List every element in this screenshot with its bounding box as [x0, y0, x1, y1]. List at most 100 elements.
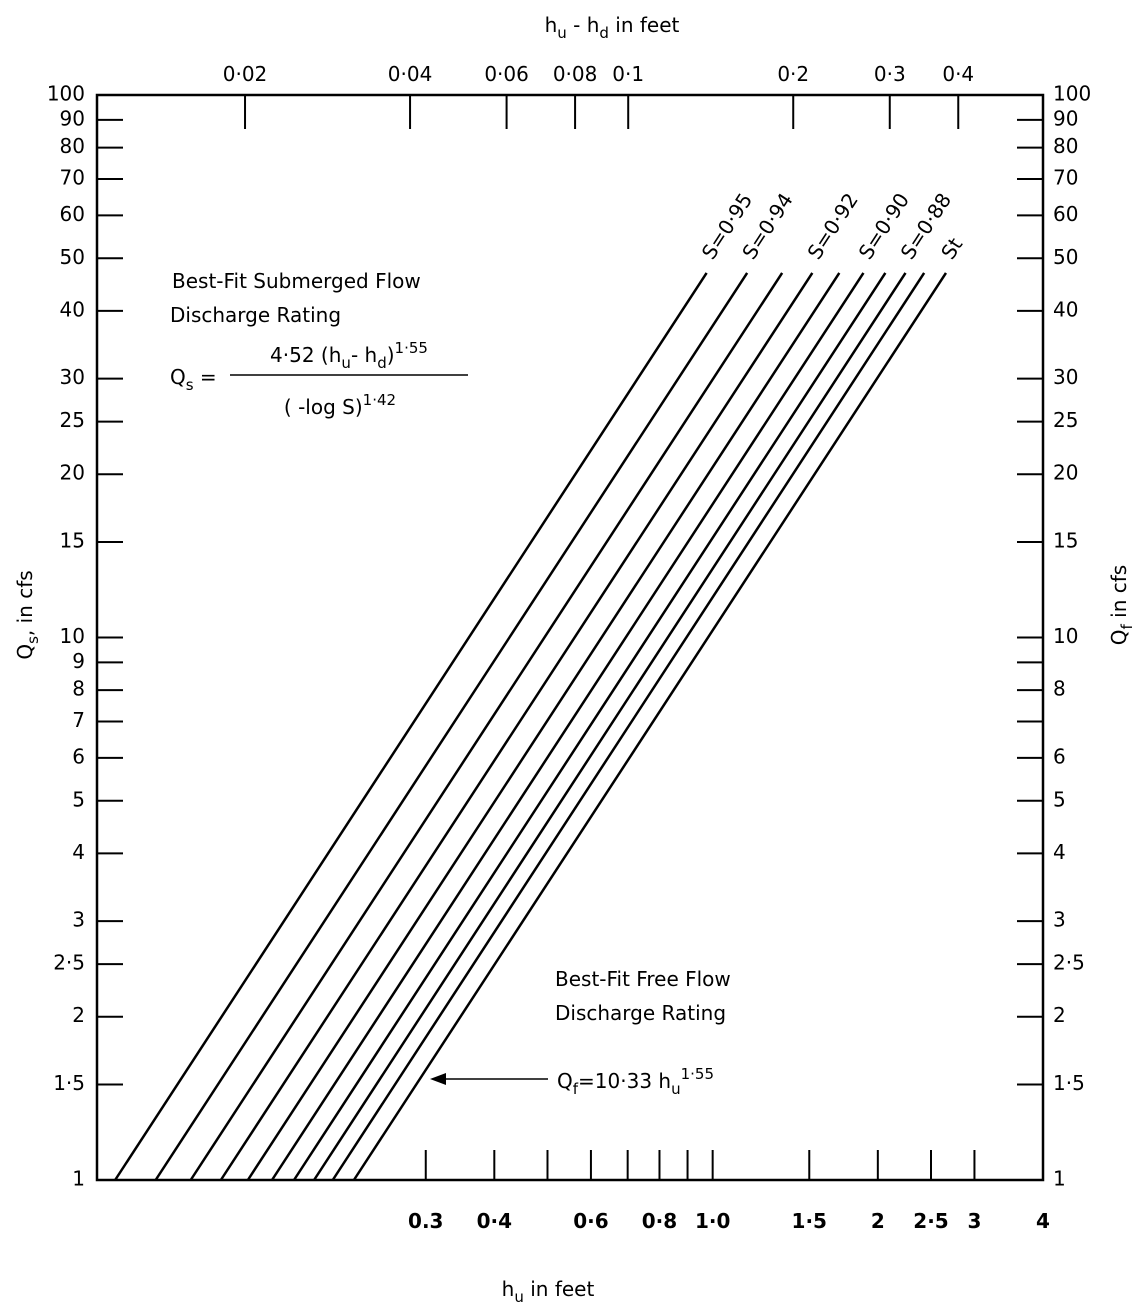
y-tick-label: 5: [72, 787, 85, 811]
y-tick-label: 30: [60, 365, 85, 389]
formula-denominator-part: 1·42: [363, 391, 396, 409]
formula-numerator-part: 4·52 (h: [270, 343, 341, 367]
formula-numerator: 4·52 (hu- hd)1·55: [270, 339, 428, 372]
x-axis-title-part: in feet: [524, 1277, 595, 1301]
y-tick-label: 40: [60, 297, 85, 321]
x-tick-label: 2: [871, 1209, 885, 1233]
y-tick-label: 4: [72, 840, 85, 864]
y2-tick-label: 3: [1053, 908, 1066, 932]
x2-tick-label: 0·08: [553, 62, 598, 86]
y2-tick-label: 25: [1053, 408, 1078, 432]
formula-part: f: [573, 1080, 579, 1098]
x2-tick-label: 0·3: [874, 62, 906, 86]
rating-line: [246, 272, 841, 1181]
formula-lhs-part: =: [194, 365, 217, 389]
formula-numerator-part: d: [377, 354, 387, 372]
y-tick-label: 6: [72, 744, 85, 768]
y-axis-title-part: , in cfs: [13, 570, 37, 636]
x2-axis-title-part: - h: [567, 13, 600, 37]
x2-tick-label: 0·2: [777, 62, 809, 86]
formula-part: =10·33 h: [578, 1069, 671, 1093]
formula-denominator-part: ( -log S): [284, 395, 363, 419]
y2-tick-label: 1: [1053, 1167, 1066, 1191]
x2-axis-title: hu - hd in feet: [545, 13, 680, 42]
y2-tick-label: 80: [1053, 134, 1078, 158]
rating-line: [114, 272, 708, 1181]
x-tick-label: 1·5: [792, 1209, 827, 1233]
y2-tick-label: 2: [1053, 1003, 1066, 1027]
x-tick-label: 2·5: [913, 1209, 948, 1233]
formula-numerator-part: ): [387, 343, 395, 367]
y2-tick-label: 100: [1053, 82, 1091, 106]
y2-tick-label: 5: [1053, 787, 1066, 811]
y2-tick-label: 4: [1053, 840, 1066, 864]
y-tick-label: 70: [60, 166, 85, 190]
y2-tick-label: 30: [1053, 365, 1078, 389]
annotation: Discharge Rating: [555, 1001, 726, 1025]
rating-line: [331, 272, 926, 1181]
rating-line: [219, 272, 814, 1181]
formula-lhs-part: Q: [170, 365, 186, 389]
y2-tick-label: 50: [1053, 245, 1078, 269]
formula-numerator-part: - h: [351, 343, 377, 367]
rating-line: [292, 272, 887, 1181]
y-tick-label: 3: [72, 908, 85, 932]
y2-tick-label: 40: [1053, 297, 1078, 321]
y-tick-label: 90: [60, 106, 85, 130]
y-tick-label: 50: [60, 245, 85, 269]
x-tick-label: 1·0: [695, 1209, 730, 1233]
y2-tick-label: 2·5: [1053, 951, 1085, 975]
formula-lhs-part: s: [186, 376, 194, 394]
y-tick-label: 100: [47, 82, 85, 106]
x2-axis-title-part: h: [545, 13, 558, 37]
formula-lhs: Qs =: [170, 365, 217, 394]
y-tick-label: 1·5: [53, 1071, 85, 1095]
y2-tick-label: 90: [1053, 106, 1078, 130]
rating-line: [189, 272, 784, 1181]
y2-tick-label: 15: [1053, 528, 1078, 552]
y-tick-label: 20: [60, 461, 85, 485]
x2-axis-title-part: in feet: [609, 13, 680, 37]
x2-tick-label: 0·4: [942, 62, 974, 86]
rating-line: [154, 272, 749, 1181]
y-tick-label: 2·5: [53, 951, 85, 975]
arrow-head: [430, 1073, 446, 1085]
x-tick-label: 3: [967, 1209, 981, 1233]
y2-axis-title-part: f: [1118, 623, 1136, 629]
y2-tick-label: 20: [1053, 461, 1078, 485]
series-label: S=0·92: [802, 189, 863, 264]
y2-axis-title: Qf in cfs: [1107, 565, 1136, 645]
x2-tick-label: 0·04: [388, 62, 433, 86]
x-axis-title-part: u: [514, 1288, 524, 1305]
x2-tick-label: 0·06: [484, 62, 529, 86]
y-tick-label: 9: [72, 649, 85, 673]
x-tick-label: 0.3: [408, 1209, 443, 1233]
annotation: Best-Fit Free Flow: [555, 967, 731, 991]
series-label: St: [936, 233, 967, 263]
y-axis-title-part: s: [24, 636, 42, 644]
rating-line: [313, 272, 907, 1181]
x-axis-title-part: h: [502, 1277, 515, 1301]
x2-tick-label: 0·1: [612, 62, 644, 86]
x-tick-label: 0·4: [477, 1209, 512, 1233]
y-axis-title: Qs, in cfs: [13, 570, 42, 659]
x-tick-label: 0·8: [642, 1209, 677, 1233]
y2-axis-title-part: Q: [1107, 629, 1131, 645]
y-tick-label: 60: [60, 202, 85, 226]
y-tick-label: 25: [60, 408, 85, 432]
x2-axis-title-part: u: [557, 24, 567, 42]
y2-tick-label: 10: [1053, 624, 1078, 648]
formula-part: Q: [557, 1069, 573, 1093]
y-tick-label: 7: [72, 708, 85, 732]
x-tick-label: 4: [1036, 1209, 1050, 1233]
y2-axis-title-part: in cfs: [1107, 565, 1131, 624]
y-tick-label: 10: [60, 624, 85, 648]
y-tick-label: 80: [60, 134, 85, 158]
y-tick-label: 2: [72, 1003, 85, 1027]
x2-tick-label: 0·02: [223, 62, 268, 86]
y2-tick-label: 8: [1053, 677, 1066, 701]
formula-part: u: [671, 1080, 681, 1098]
formula-numerator-part: u: [341, 354, 351, 372]
formula-denominator: ( -log S)1·42: [284, 391, 396, 419]
y2-tick-label: 60: [1053, 202, 1078, 226]
